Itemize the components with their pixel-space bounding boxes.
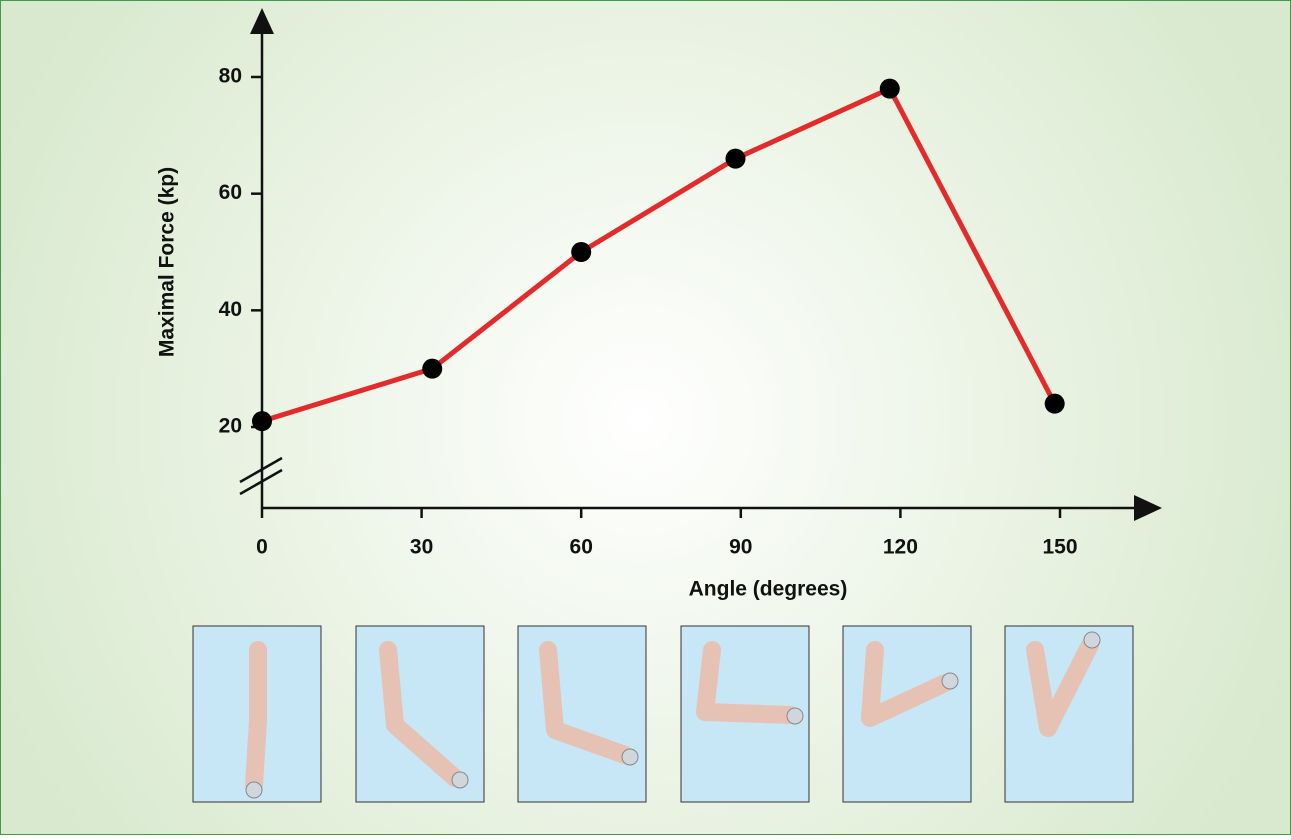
y-tick-label: 80: [219, 65, 242, 88]
y-tick-label: 60: [219, 181, 242, 204]
data-point: [725, 149, 745, 169]
data-point: [1045, 394, 1065, 414]
x-tick-label: 0: [256, 536, 268, 559]
chart: Angle (degrees) Maximal Force (kp) 20 40 6…: [0, 0, 1291, 835]
x-tick-label: 120: [883, 536, 918, 559]
data-point: [252, 411, 272, 431]
x-tick-label: 30: [410, 536, 433, 559]
x-tick-label: 60: [570, 536, 593, 559]
y-axis-label: Maximal Force (kp): [156, 167, 179, 357]
y-tick-label: 40: [219, 298, 242, 321]
x-axis-label: Angle (degrees): [689, 578, 848, 601]
data-point: [571, 242, 591, 262]
x-tick-label: 150: [1042, 536, 1077, 559]
data-point: [880, 79, 900, 99]
data-point: [422, 359, 442, 379]
y-tick-label: 20: [219, 415, 242, 438]
x-tick-label: 90: [729, 536, 752, 559]
